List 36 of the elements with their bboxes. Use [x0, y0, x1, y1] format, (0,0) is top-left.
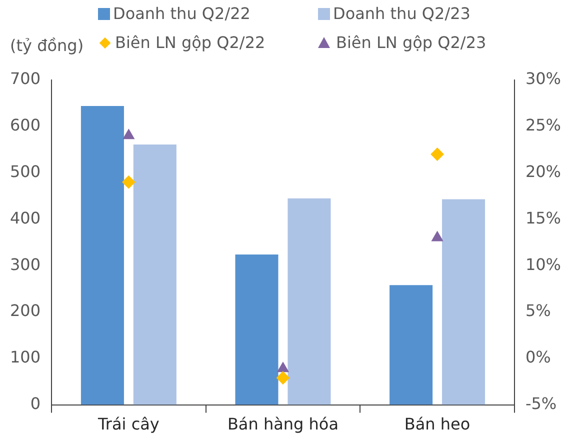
legend-label: Biên LN gộp Q2/22: [115, 33, 266, 52]
legend-label: Doanh thu Q2/22: [113, 4, 250, 23]
point: [277, 362, 289, 372]
bar: [235, 254, 278, 405]
y2-tick-label: 0%: [525, 348, 551, 367]
point: [432, 231, 443, 242]
y-tick-label: 100: [10, 348, 41, 367]
point: [122, 129, 134, 140]
y2-tick-label: -5%: [525, 394, 557, 413]
y-tick-label: 200: [10, 301, 41, 320]
y-tick-label: 300: [10, 254, 41, 274]
point: [430, 148, 444, 161]
y-axis-title: (tỷ đồng): [10, 36, 84, 55]
x-tick-label: Trái cây: [96, 414, 160, 434]
y2-tick-label: 5%: [525, 301, 551, 320]
y-tick-label: 700: [10, 69, 41, 88]
y2-tick-label: 10%: [525, 254, 561, 274]
bar: [390, 285, 433, 405]
legend-label: Doanh thu Q2/23: [333, 4, 470, 23]
y2-tick-label: 15%: [525, 208, 561, 228]
y2-tick-label: 20%: [525, 162, 561, 181]
y-tick-label: 500: [10, 162, 41, 181]
y2-tick-label: 30%: [525, 69, 561, 88]
x-tick-label: Bán heo: [404, 414, 470, 434]
y-tick-label: 400: [10, 208, 41, 228]
bar: [133, 144, 176, 405]
bar: [80, 106, 124, 405]
point: [276, 371, 290, 384]
x-tick-label: Bán hàng hóa: [227, 414, 339, 434]
legend-label: Biên LN gộp Q2/23: [336, 33, 486, 52]
bar: [442, 199, 486, 405]
bar: [288, 198, 331, 405]
point: [122, 176, 136, 189]
y-tick-label: 600: [10, 116, 41, 135]
y2-tick-label: 25%: [525, 116, 561, 135]
y-tick-label: 0: [30, 394, 41, 413]
